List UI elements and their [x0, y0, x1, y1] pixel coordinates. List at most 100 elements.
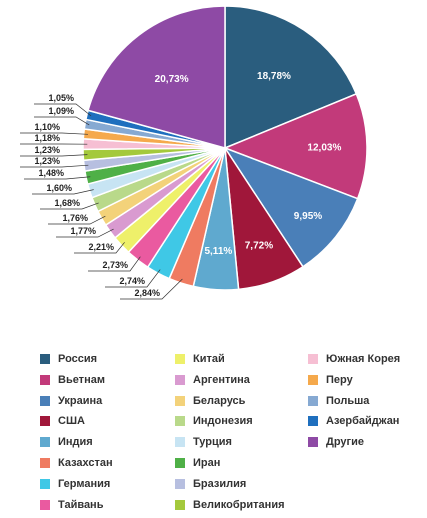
legend-item-турция: Турция — [175, 435, 232, 449]
legend-item-вьетнам: Вьетнам — [40, 373, 105, 387]
legend-item-великобритания: Великобритания — [175, 498, 285, 512]
legend-swatch — [40, 458, 50, 468]
legend-swatch — [175, 416, 185, 427]
leader-line-китай — [74, 242, 125, 254]
data-label-великобритания: 1,23% — [34, 145, 60, 155]
legend-label: Великобритания — [193, 498, 285, 511]
legend-item-аргентина: Аргентина — [175, 373, 250, 387]
legend-item-индия: Индия — [40, 435, 93, 449]
legend-label: Турция — [193, 436, 232, 449]
legend-swatch — [175, 374, 185, 385]
legend-label: Вьетнам — [58, 373, 105, 386]
data-label-индия: 5,11% — [204, 246, 232, 257]
legend-item-иран: Иран — [175, 456, 220, 470]
legend-swatch — [175, 437, 185, 448]
legend-swatch — [40, 374, 50, 385]
pie-slice-другие — [87, 5, 226, 149]
legend-item-азербайджан: Азербайджан — [308, 414, 399, 428]
data-label-россия: 18,78% — [257, 71, 291, 82]
data-label-сша: 7,72% — [245, 240, 273, 251]
legend-label: Польша — [326, 394, 370, 407]
pie-slice-украина — [223, 146, 359, 268]
data-label-турция: 1,60% — [46, 183, 72, 193]
legend-label: Германия — [58, 477, 111, 490]
leader-line-польша — [34, 116, 90, 126]
legend-swatch — [175, 354, 185, 364]
legend-swatch — [175, 395, 185, 406]
leader-line-тайвань — [88, 256, 141, 272]
legend-swatch — [40, 437, 50, 448]
data-label-польша: 1,09% — [48, 106, 74, 116]
data-label-азербайджан: 1,05% — [48, 93, 74, 103]
legend-swatch — [175, 478, 185, 489]
data-label-вьетнам: 12,03% — [307, 143, 341, 154]
data-label-украина: 9,95% — [294, 211, 322, 222]
data-label-аргентина: 1,77% — [70, 226, 96, 236]
data-label-германия: 2,74% — [119, 276, 145, 286]
legend-swatch — [40, 416, 50, 427]
legend-label: Бразилия — [193, 477, 247, 490]
legend-label: Другие — [326, 436, 364, 449]
legend-item-китай: Китай — [175, 352, 225, 366]
legend-swatch — [308, 374, 318, 385]
data-label-тайвань: 2,73% — [102, 260, 128, 270]
legend-label: Тайвань — [58, 498, 104, 511]
legend-label: Индия — [58, 436, 93, 449]
legend-item-тайвань: Тайвань — [40, 498, 103, 512]
legend-label: США — [58, 415, 85, 428]
data-label-другие: 20,73% — [155, 74, 189, 85]
legend-swatch — [40, 499, 50, 510]
leader-line-турция — [32, 189, 94, 195]
legend-label: Беларусь — [193, 394, 246, 407]
legend-label: Китай — [193, 353, 225, 365]
leader-line-германия — [105, 269, 161, 288]
legend-label: Южная Корея — [326, 353, 401, 365]
leader-line-перу — [20, 132, 88, 135]
legend-swatch — [175, 458, 185, 468]
leader-line-азербайджан — [34, 103, 92, 117]
legend-item-сша: США — [40, 414, 85, 428]
leader-line-казахстан — [120, 278, 183, 300]
data-label-перу: 1,10% — [34, 122, 60, 132]
legend-swatch — [308, 354, 318, 364]
legend-swatch — [40, 395, 50, 406]
data-label-казахстан: 2,84% — [134, 288, 160, 298]
leader-line-великобритания — [20, 154, 88, 157]
legend-swatch — [308, 437, 318, 448]
legend-label: Россия — [58, 353, 98, 365]
legend-item-казахстан: Казахстан — [40, 456, 113, 470]
legend-item-украина: Украина — [40, 394, 102, 408]
legend-item-россия: Россия — [40, 352, 97, 366]
data-label-иран: 1,48% — [38, 168, 64, 178]
legend-item-польша: Польша — [308, 394, 369, 408]
legend-item-беларусь: Беларусь — [175, 394, 245, 408]
legend-item-другие: Другие — [308, 435, 364, 449]
legend-item-перу: Перу — [308, 373, 353, 387]
data-label-беларусь: 1,76% — [62, 213, 88, 223]
legend-label: Казахстан — [58, 457, 113, 469]
legend-swatch — [175, 499, 185, 510]
legend-item-южная-корея: Южная Корея — [308, 352, 400, 366]
legend-label: Перу — [326, 373, 353, 386]
data-label-южная-корея: 1,18% — [34, 133, 60, 143]
pie-slice-вьетнам — [222, 92, 368, 200]
pie-slice-россия — [224, 5, 358, 150]
legend-swatch — [40, 354, 50, 364]
leader-line-иран — [24, 176, 91, 180]
legend-swatch — [40, 478, 50, 489]
legend-item-бразилия: Бразилия — [175, 477, 246, 491]
legend-item-германия: Германия — [40, 477, 110, 491]
leader-line-бразилия — [20, 164, 89, 168]
legend-label: Индонезия — [193, 415, 253, 428]
data-label-китай: 2,21% — [88, 242, 114, 252]
legend-swatch — [308, 416, 318, 427]
legend-label: Иран — [193, 457, 221, 469]
legend-item-индонезия: Индонезия — [175, 414, 253, 428]
legend-label: Азербайджан — [326, 415, 400, 428]
legend-label: Аргентина — [193, 373, 250, 386]
legend-swatch — [308, 395, 318, 406]
leader-line-аргентина — [56, 228, 114, 238]
data-label-индонезия: 1,68% — [54, 198, 80, 208]
leader-line-беларусь — [48, 215, 106, 225]
